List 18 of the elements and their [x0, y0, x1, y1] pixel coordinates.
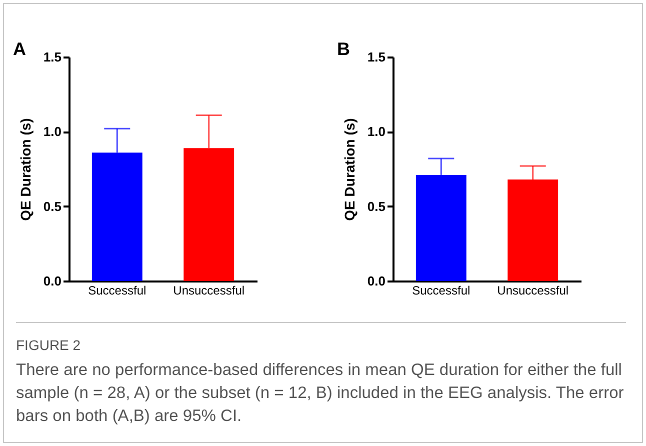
x-tick-label: Unsuccessful [497, 284, 569, 298]
x-tick-label: Successful [412, 284, 470, 298]
y-tick-label: 0.0 [367, 274, 386, 288]
text: There are no performance-based differences in mean QE duration for either the full sample (n = 28, A) or the subset (n = 12, B) included in the EEG analysis. The error bars on both (A,B) are 95% CI. [16, 360, 625, 427]
caption: FIGURE 2 [16, 337, 82, 353]
y-tick-label: 0.0 [43, 274, 62, 288]
y-axis-title: QE Duration (s) [341, 118, 358, 221]
chart-title: A [13, 39, 26, 59]
y-tick-label: 1.5 [367, 50, 386, 64]
y-tick-label: 1.5 [43, 50, 62, 64]
y-tick-label: 1.0 [43, 124, 62, 140]
y-tick-label: 0.5 [43, 198, 62, 214]
y-axis-title: QE Duration (s) [17, 118, 34, 221]
y-tick-label: 1.0 [367, 124, 386, 140]
y-tick-label: 0.5 [367, 198, 386, 214]
x-tick-label: Unsuccessful [173, 284, 245, 298]
x-tick-label: Successful [88, 284, 146, 298]
chart-title: B [337, 39, 350, 59]
